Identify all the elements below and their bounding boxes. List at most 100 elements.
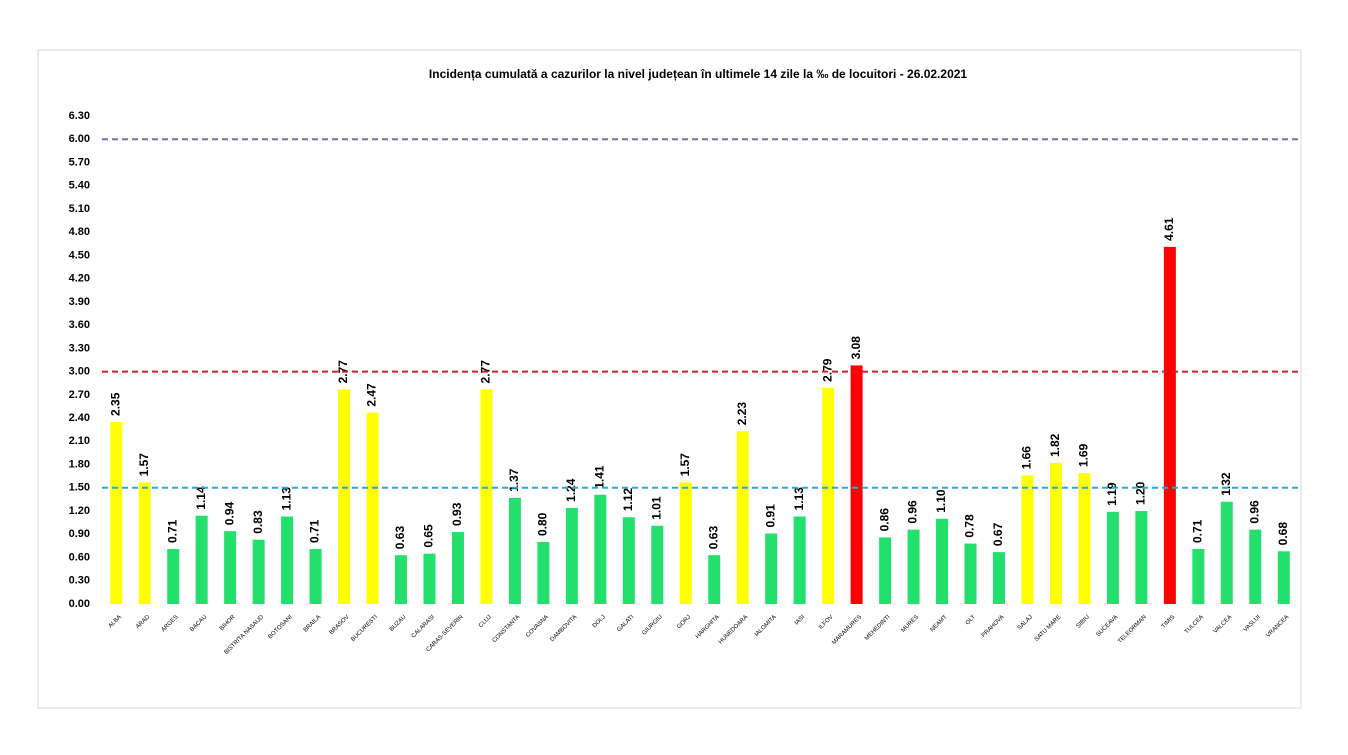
bar [1249,529,1262,604]
bar [167,549,180,604]
value-label: 2.47 [365,383,379,407]
bar [793,516,806,604]
y-tick-label: 6.00 [69,133,90,145]
value-label: 0.93 [450,502,464,526]
bar [708,555,721,604]
bar [1163,246,1176,604]
value-label: 1.37 [507,468,521,492]
value-label: 0.94 [222,502,236,526]
y-tick-label: 5.40 [69,180,90,192]
bar [1277,551,1290,604]
chart-frame [37,49,1302,709]
value-label: 0.67 [991,522,1005,546]
value-label: 1.66 [1020,446,1034,470]
y-tick-label: 1.50 [69,482,90,494]
bar [850,365,863,604]
value-label: 0.83 [251,510,265,534]
y-tick-label: 6.30 [69,110,90,122]
value-label: 1.19 [1105,482,1119,506]
bar [195,515,208,604]
y-tick-label: 5.70 [69,156,90,168]
bar [537,542,550,604]
bar [395,555,407,604]
bar [622,517,635,604]
bar [1220,501,1233,604]
value-label: 1.41 [593,465,607,489]
y-tick-label: 1.80 [69,458,90,470]
bar [565,507,578,604]
bar [252,539,265,604]
y-tick-label: 2.40 [69,412,90,424]
y-tick-label: 0.00 [69,598,90,610]
value-label: 0.96 [906,500,920,524]
y-tick-label: 5.10 [69,203,90,215]
value-label: 4.61 [1162,217,1176,241]
value-label: 0.86 [877,508,891,532]
value-label: 0.68 [1276,522,1290,546]
value-label: 0.96 [1247,500,1261,524]
bar [594,494,607,604]
y-tick-label: 0.90 [69,528,90,540]
y-tick-label: 2.70 [69,389,90,401]
bar [480,389,493,604]
y-tick-label: 4.80 [69,226,90,238]
value-label: 1.01 [649,496,663,520]
bar [224,531,237,604]
y-tick-label: 3.60 [69,319,90,331]
value-label: 0.71 [1191,519,1205,543]
bar [736,431,749,604]
bar [765,533,778,604]
bar [309,549,322,604]
y-tick-label: 2.10 [69,435,90,447]
value-label: 0.78 [963,514,977,538]
value-label: 2.35 [108,392,122,416]
value-label: 1.13 [792,487,806,511]
bar [993,552,1005,604]
value-label: 0.80 [536,512,550,536]
y-tick-label: 3.30 [69,342,90,354]
bar [338,389,351,604]
value-label: 0.63 [706,526,720,550]
value-label: 0.65 [422,524,436,548]
bar [451,531,464,604]
bar [281,516,294,604]
value-label: 1.57 [678,453,692,477]
value-label: 1.82 [1048,433,1062,457]
bar [964,543,977,604]
bar [110,421,123,604]
value-label: 0.91 [763,504,777,528]
bar [423,553,436,604]
bar [1135,511,1148,604]
bar [1106,511,1119,604]
y-tick-label: 3.00 [69,366,90,378]
bar [1021,475,1034,604]
value-label: 1.20 [1134,481,1148,505]
value-label: 1.32 [1219,472,1233,496]
bar [1078,473,1091,604]
value-label: 3.08 [849,336,863,360]
bar [366,412,379,604]
value-label: 1.13 [279,487,293,511]
value-label: 0.71 [308,519,322,543]
value-label: 1.10 [934,489,948,513]
value-label: 1.12 [621,488,635,512]
value-label: 0.71 [165,519,179,543]
value-label: 1.69 [1077,443,1091,467]
bar [879,537,892,604]
bar [651,525,664,604]
bar [138,482,151,604]
bar [508,497,521,604]
y-tick-label: 4.20 [69,273,90,285]
value-label: 1.14 [194,486,208,510]
bar [822,387,835,604]
y-tick-label: 3.90 [69,296,90,308]
bar [1049,463,1062,604]
bar [907,529,920,604]
value-label: 0.63 [393,526,407,550]
bar [1192,549,1205,604]
value-label: 2.79 [820,358,834,382]
bar [679,482,692,604]
chart-title: Incidența cumulată a cazurilor la nivel … [429,67,968,81]
y-tick-label: 0.60 [69,551,90,563]
